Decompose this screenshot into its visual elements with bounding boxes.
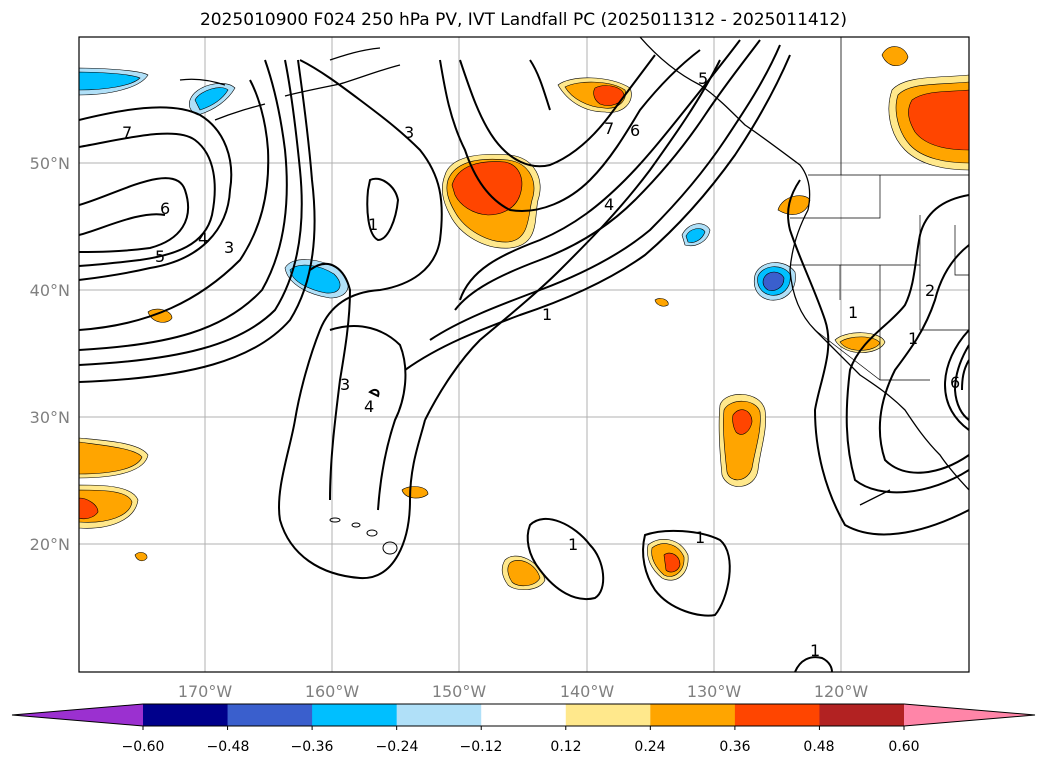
ivt-shading: [79, 46, 969, 590]
colorbar-tick: −0.36: [291, 739, 334, 755]
contour-label: 1: [695, 528, 705, 547]
contour-label: 7: [604, 119, 614, 138]
pos-blob-w6: [134, 552, 148, 562]
colorbar-extend-low: [12, 704, 143, 726]
colorbar-swatch: [650, 704, 736, 726]
lon-label: 140°W: [560, 682, 615, 701]
contour-label: 1: [848, 303, 858, 322]
colorbar-tick: −0.12: [460, 739, 503, 755]
contour-label: 7: [122, 123, 132, 142]
lat-label: 40°N: [30, 281, 70, 300]
contour-label: 3: [224, 238, 234, 257]
hawaii-islands: [329, 517, 398, 555]
pos-blob-canada-small: [881, 46, 909, 67]
lat-labels: 50°N 40°N 30°N 20°N: [30, 154, 70, 554]
colorbar-swatch: [312, 704, 398, 726]
colorbar-ticks: −0.60 −0.48 −0.36 −0.24 −0.12 0.12 0.24 …: [122, 739, 920, 755]
lat-label: 20°N: [30, 535, 70, 554]
pos-blob-h2-mid: [507, 559, 541, 587]
colorbar-tick: 0.60: [888, 739, 919, 755]
lat-label: 30°N: [30, 408, 70, 427]
contour-label: 3: [340, 375, 350, 394]
colorbar-swatch: [227, 704, 313, 726]
contour-labels: 7 6 5 4 3 3 1 3 4 1 4 6 7 5 1 1 1 1 1 2 …: [122, 69, 960, 660]
pos-blob-gulf-core: [451, 161, 523, 216]
colorbar-tick: 0.12: [550, 739, 581, 755]
contour-label: 4: [364, 397, 374, 416]
pos-blob-canada-core: [908, 89, 969, 151]
plot-title: 2025010900 F024 250 hPa PV, IVT Landfall…: [199, 10, 847, 30]
contour-label: 5: [155, 247, 165, 266]
coastlines: [179, 37, 969, 506]
colorbar-swatch: [565, 704, 651, 726]
pos-blob-h1-core: [663, 552, 681, 573]
contour-label: 6: [160, 199, 170, 218]
contour-label: 1: [810, 641, 820, 660]
lon-label: 160°W: [305, 682, 360, 701]
colorbar-tick: −0.60: [122, 739, 165, 755]
neg-blob-5-mid: [685, 228, 706, 243]
neg-blob-3-mid: [289, 264, 341, 294]
contour-label: 4: [198, 229, 208, 248]
pos-blob-north-core: [593, 85, 625, 106]
pos-blob-sub-core: [732, 409, 753, 435]
lat-label: 50°N: [30, 154, 70, 173]
contour-label: 3: [404, 123, 414, 142]
contour-label: 1: [568, 535, 578, 554]
contour-label: 6: [630, 121, 640, 140]
neg-blob-2-mid: [194, 87, 229, 111]
pv-contours: [79, 39, 969, 672]
pos-blob-w5: [654, 298, 669, 307]
neg-blob-4-core: [762, 271, 785, 291]
colorbar-tick: 0.48: [803, 739, 834, 755]
colorbar-swatch: [143, 704, 229, 726]
colorbar: [11, 703, 1036, 730]
colorbar-swatch: [819, 704, 905, 726]
contour-label: 1: [908, 329, 918, 348]
lon-label: 170°W: [178, 682, 233, 701]
lon-labels: 170°W 160°W 150°W 140°W 130°W 120°W: [178, 682, 869, 701]
map-border: [78, 36, 970, 673]
colorbar-tick: 0.24: [634, 739, 665, 755]
contour-label: 5: [698, 69, 708, 88]
pos-blob-w3: [147, 308, 173, 323]
contour-label: 2: [925, 281, 935, 300]
pos-blob-w1-mid: [79, 441, 143, 475]
contour-label: 4: [604, 195, 614, 214]
colorbar-swatch: [734, 704, 820, 726]
contour-label: 1: [368, 215, 378, 234]
contour-label: 1: [542, 305, 552, 324]
colorbar-extend-high: [904, 704, 1035, 726]
lon-label: 150°W: [432, 682, 487, 701]
colorbar-swatch: [481, 704, 567, 726]
neg-blob-1-mid: [79, 71, 141, 91]
colorbar-tick: 0.36: [719, 739, 750, 755]
pos-blob-w2-core: [79, 497, 99, 520]
colorbar-tick: −0.48: [207, 739, 250, 755]
colorbar-swatch: [396, 704, 482, 726]
lon-label: 130°W: [687, 682, 742, 701]
colorbar-tick: −0.24: [376, 739, 419, 755]
lon-label: 120°W: [814, 682, 869, 701]
contour-label: 6: [950, 373, 960, 392]
